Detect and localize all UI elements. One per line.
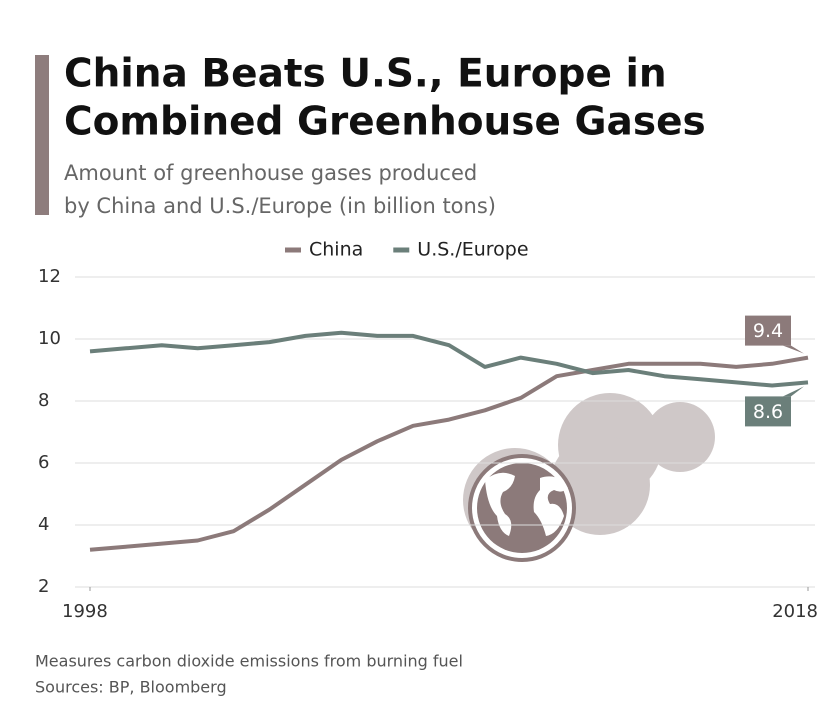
chart-title: Combined Greenhouse Gases bbox=[64, 100, 706, 145]
title-bar bbox=[35, 55, 49, 215]
globe-illustration bbox=[463, 393, 715, 562]
y-tick-label: 8 bbox=[38, 390, 49, 411]
legend-label: China bbox=[309, 239, 363, 261]
source: Sources: BP, Bloomberg bbox=[35, 678, 227, 697]
y-tick-label: 12 bbox=[38, 266, 61, 287]
y-tick-label: 4 bbox=[38, 514, 49, 535]
subtitle: Amount of greenhouse gases produced bbox=[64, 161, 477, 185]
legend-label: U.S./Europe bbox=[417, 239, 528, 261]
value-label-pointer bbox=[783, 386, 804, 397]
chart-title: China Beats U.S., Europe in bbox=[64, 52, 667, 97]
series-line bbox=[89, 330, 809, 388]
value-label-pointer bbox=[783, 345, 804, 354]
subtitle: by China and U.S./Europe (in billion ton… bbox=[64, 194, 496, 218]
value-label: 8.6 bbox=[753, 401, 783, 423]
y-tick-label: 2 bbox=[38, 576, 49, 597]
y-tick-label: 6 bbox=[38, 452, 49, 473]
x-tick-label: 1998 bbox=[62, 601, 108, 622]
series-line bbox=[89, 355, 809, 552]
value-label-box bbox=[745, 315, 791, 346]
x-tick-label: 2018 bbox=[772, 601, 818, 622]
value-label: 9.4 bbox=[753, 320, 783, 342]
y-tick-label: 10 bbox=[38, 328, 61, 349]
value-label-box bbox=[745, 396, 791, 427]
note: Measures carbon dioxide emissions from b… bbox=[35, 652, 463, 671]
